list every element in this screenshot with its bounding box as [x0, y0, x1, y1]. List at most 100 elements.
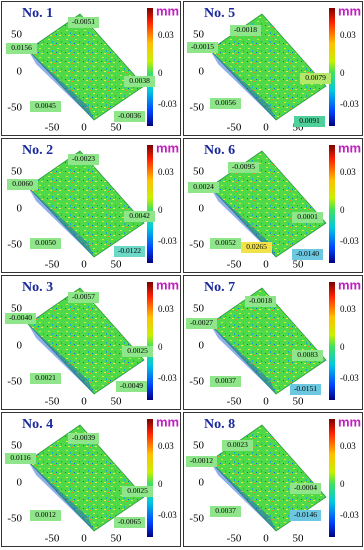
- unit: mm: [338, 414, 361, 429]
- board-edge: [28, 187, 94, 257]
- annotation-label: -0.0018: [249, 296, 272, 305]
- annotation-box: [114, 517, 145, 528]
- y-tick-label: 0: [17, 203, 23, 215]
- x-tick-label: -50: [227, 122, 242, 134]
- colorbar-tick-label: 0: [340, 479, 345, 489]
- y-tick-label: 50: [193, 29, 205, 41]
- panel-title: No. 6: [204, 143, 235, 158]
- annotation-label: 0.0045: [35, 101, 56, 110]
- x-tick-label: 50: [293, 396, 305, 408]
- board-edge: [210, 50, 276, 120]
- annotation-box: [124, 76, 155, 87]
- y-tick-label: 0: [199, 340, 205, 352]
- panel-title: No. 5: [204, 6, 235, 21]
- annotation-box: [122, 486, 153, 497]
- colorbar-tick-label: -0.03: [340, 99, 359, 109]
- annotation-label: -0.0036: [118, 111, 141, 120]
- annotation-box: [294, 116, 325, 127]
- x-tick-label: 50: [111, 533, 123, 545]
- annotation-label: 0.0012: [35, 510, 56, 519]
- unit: mm: [156, 414, 179, 429]
- annotation-box: [230, 25, 261, 36]
- x-tick-label: -50: [227, 533, 242, 545]
- board-edge: [210, 461, 276, 531]
- x-tick-label: 0: [263, 396, 269, 408]
- x-tick-label: 0: [263, 259, 269, 271]
- board-edge: [28, 324, 94, 394]
- y-tick-label: 50: [11, 29, 23, 41]
- panel-title: No. 3: [22, 280, 53, 295]
- annotation-label: -0.0140: [296, 249, 319, 258]
- annotation-label: 0.0052: [215, 238, 236, 247]
- annotation-box: [290, 483, 321, 494]
- annotation-label: 0.0042: [129, 211, 150, 220]
- annotation-label: -0.0004: [294, 483, 317, 492]
- y-tick-label: -50: [189, 376, 204, 388]
- annotation-box: [210, 238, 241, 249]
- panel-title: No. 2: [22, 143, 53, 158]
- colorbar: [147, 419, 153, 537]
- annotation-label: -0.0151: [294, 384, 317, 393]
- panel: No. 8 mm 0.03 0 -0.03 50 0 -50 -50 0 50 -0.0012 0.00…: [183, 412, 363, 547]
- x-tick-label: 50: [293, 533, 305, 545]
- annotation-label: 0.0025: [127, 346, 148, 355]
- colorbar-tick-label: 0: [340, 68, 345, 78]
- x-tick-label: 0: [81, 122, 87, 134]
- annotation-box: [292, 350, 323, 361]
- annotation-box: [68, 433, 99, 444]
- colorbar-tick-label: -0.03: [340, 373, 359, 383]
- panel-title: No. 4: [22, 417, 53, 432]
- colorbar: [147, 282, 153, 400]
- annotation-box: [245, 296, 276, 307]
- annotation-box: [292, 249, 323, 260]
- y-tick-label: 50: [11, 440, 23, 452]
- annotation-label: 0.0038: [129, 76, 150, 85]
- annotation-label: -0.0095: [232, 162, 255, 171]
- annotation-label: 0.0050: [35, 238, 56, 247]
- x-tick-label: -50: [227, 396, 242, 408]
- annotation-label: 0.0056: [215, 98, 236, 107]
- board-edge: [28, 461, 94, 531]
- x-tick-label: -50: [45, 122, 60, 134]
- unit: mm: [156, 277, 179, 292]
- annotation-label: 0.0091: [299, 116, 320, 125]
- x-tick-label: 50: [293, 259, 305, 271]
- colorbar-tick-label: 0.03: [340, 441, 356, 451]
- annotation-box: [290, 510, 321, 521]
- annotation-label: 0.0037: [215, 506, 236, 515]
- y-tick-label: 0: [199, 203, 205, 215]
- annotation-box: [292, 212, 323, 223]
- annotation-box: [228, 162, 259, 173]
- annotation-label: -0.0146: [294, 510, 317, 519]
- unit: mm: [338, 140, 361, 155]
- y-tick-label: -50: [7, 239, 22, 251]
- x-tick-label: -50: [45, 533, 60, 545]
- annotation-label: 0.0025: [127, 486, 148, 495]
- unit: mm: [156, 3, 179, 18]
- annotation-label: 0.0083: [297, 350, 318, 359]
- colorbar-tick-label: 0.03: [158, 30, 174, 40]
- board-edge: [210, 187, 276, 257]
- annotation-label: -0.0051: [72, 17, 95, 26]
- colorbar-tick-label: 0.03: [158, 304, 174, 314]
- x-tick-label: -50: [45, 396, 60, 408]
- annotation-box: [210, 376, 241, 387]
- colorbar-tick-label: 0.03: [340, 30, 356, 40]
- colorbar: [329, 282, 335, 400]
- annotation-label: -0.0122: [118, 246, 141, 255]
- annotation-box: [30, 373, 61, 384]
- colorbar-tick-label: -0.03: [158, 236, 177, 246]
- x-tick-label: -50: [45, 259, 60, 271]
- unit: mm: [338, 3, 361, 18]
- panel: No. 7 mm 0.03 0 -0.03 50 0 -50 -50 0 50 -0.0027 -0.0…: [183, 275, 363, 410]
- annotation-label: 0.0156: [11, 43, 32, 52]
- annotation-label: -0.0057: [72, 292, 95, 301]
- colorbar-tick-label: -0.03: [158, 99, 177, 109]
- y-tick-label: 50: [11, 166, 23, 178]
- colorbar: [147, 145, 153, 263]
- annotation-box: [122, 346, 153, 357]
- annotation-label: 0.0024: [193, 182, 214, 191]
- annotation-box: [241, 242, 272, 253]
